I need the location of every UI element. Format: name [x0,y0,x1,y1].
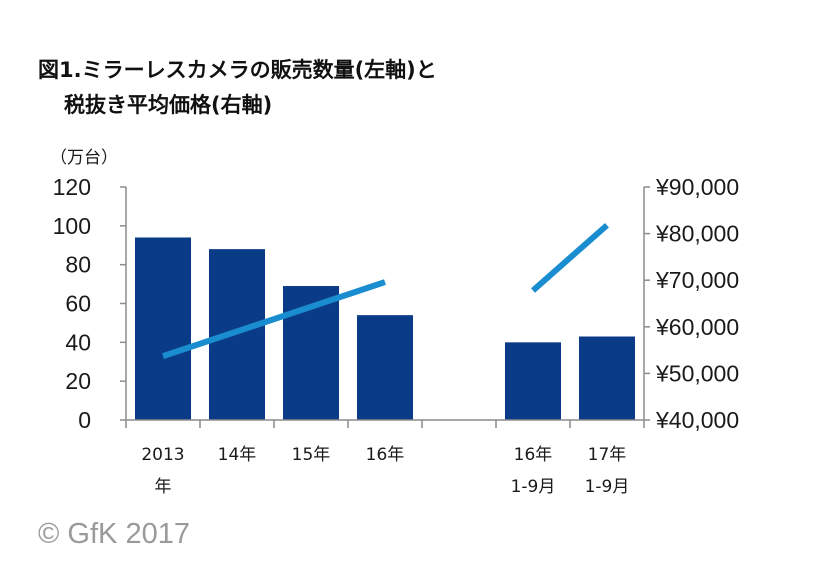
left-tick-label-3: 60 [65,291,91,317]
right-tick-label-0: ¥40,000 [655,407,739,433]
category-label-1-0: 14年 [218,445,257,465]
bar-5 [505,342,561,420]
left-tick-label-2: 40 [65,329,91,355]
left-axis-unit-label: （万台） [50,148,118,168]
chart-title-line-1: 図1.ミラーレスカメラの販売数量(左軸)と [38,58,437,82]
bar-0 [135,237,191,420]
category-label-0-1: 年 [155,477,172,497]
category-label-0-0: 2013 [141,445,184,465]
right-tick-label-3: ¥70,000 [655,267,739,293]
category-label-2-0: 15年 [292,445,331,465]
left-tick-label-1: 20 [65,368,91,394]
chart-title-line-2: 税抜き平均価格(右軸) [64,93,272,117]
category-label-4-0: 16年 [514,445,553,465]
right-tick-label-4: ¥80,000 [655,221,739,247]
right-tick-label-5: ¥90,000 [655,174,739,200]
right-tick-label-1: ¥50,000 [655,360,739,386]
category-label-5-0: 17年 [588,445,627,465]
price-line-segment-1 [531,222,609,293]
category-label-5-1: 1-9月 [585,477,630,497]
left-tick-label-5: 100 [53,213,91,239]
category-label-3-0: 16年 [366,445,405,465]
left-tick-label-4: 80 [65,252,91,278]
plot-area: 0 20 40 60 80 100 120 ¥40,000 ¥50,000 ¥60,000 ¥70,… [53,174,740,497]
left-tick-label-0: 0 [78,407,91,433]
left-tick-label-6: 120 [53,174,91,200]
bar-3 [357,315,413,420]
copyright-credit: © GfK 2017 [38,518,190,550]
price-line-segment-0 [162,279,386,360]
bar-6 [579,336,635,420]
category-label-4-1: 1-9月 [511,477,556,497]
right-tick-label-2: ¥60,000 [655,314,739,340]
